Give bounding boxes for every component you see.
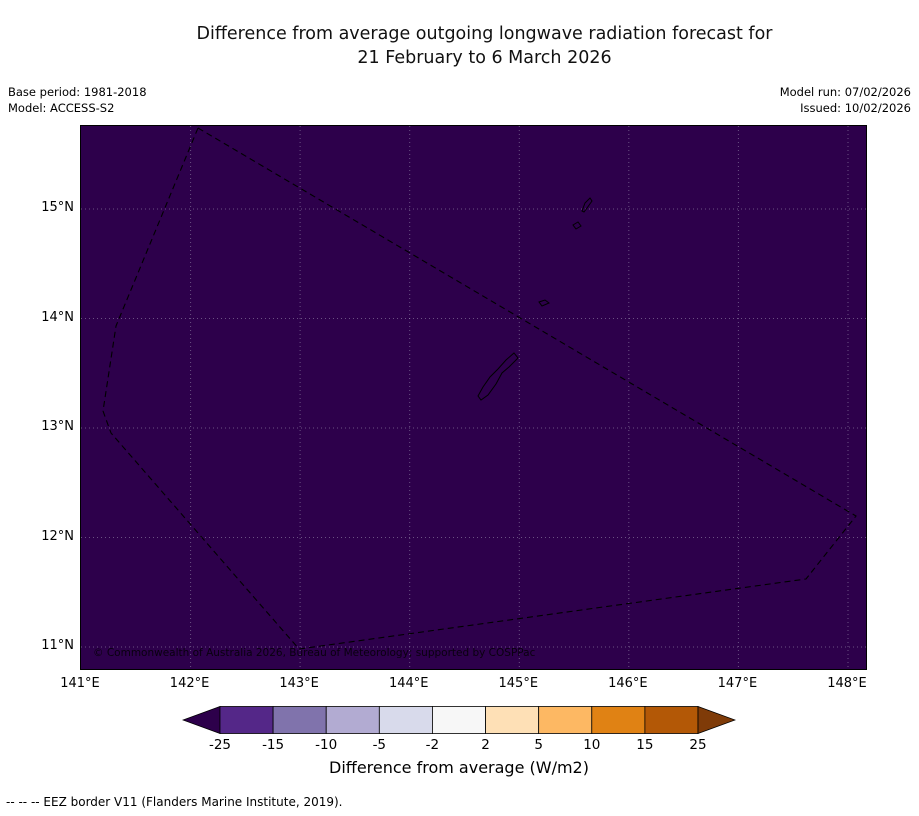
- model-text: Model: ACCESS-S2: [8, 101, 115, 115]
- rota-outline: [538, 299, 550, 307]
- colorbar-tick-label: -5: [372, 737, 387, 753]
- lat-tick-label: 14°N: [41, 309, 74, 325]
- guam-outline: [477, 352, 519, 401]
- colorbar-segment: [591, 706, 646, 734]
- lat-tick-label: 11°N: [41, 638, 74, 653]
- map-canvas: [81, 126, 866, 669]
- colorbar-tick-label: -15: [262, 737, 285, 753]
- colorbar-canvas: [182, 706, 736, 734]
- colorbar-segment: [432, 706, 486, 734]
- copyright-text: © Commonwealth of Australia 2026, Bureau…: [93, 647, 536, 659]
- metadata-left: Base period: 1981-2018 Model: ACCESS-S2: [8, 84, 147, 116]
- colorbar-tick-label: 5: [534, 737, 543, 753]
- colorbar-tick-label: 15: [636, 737, 654, 753]
- chart-title-line-1: Difference from average outgoing longwav…: [196, 24, 773, 44]
- colorbar-tick-label: -2: [425, 737, 440, 753]
- lat-tick-label: 13°N: [41, 419, 74, 434]
- colorbar: -25 -15 -10 -5 -2 2 5 10 15 25 Difference from av…: [182, 706, 736, 792]
- lon-tick-label: 147°E: [717, 676, 758, 691]
- lat-tick-label: 12°N: [41, 528, 74, 544]
- colorbar-label: Difference from average (W/m2): [329, 758, 589, 777]
- tinian-outline: [572, 221, 582, 230]
- colorbar-tick-label: 25: [689, 737, 707, 753]
- lon-tick-label: 148°E: [827, 676, 867, 691]
- colorbar-tick-label: -25: [208, 737, 232, 753]
- colorbar-segment: [219, 706, 274, 734]
- colorbar-tick-label: -10: [315, 737, 338, 753]
- chart-title-line-2: 21 February to 6 March 2026: [357, 48, 612, 68]
- colorbar-segment: [644, 706, 699, 734]
- model-run-text: Model run: 07/02/2026: [779, 85, 911, 99]
- metadata-right: Model run: 07/02/2026 Issued: 10/02/2026: [780, 84, 911, 116]
- eez-legend-note: -- -- -- EEZ border V11 (Flanders Marine…: [6, 795, 343, 809]
- colorbar-under-arrow: [182, 706, 221, 734]
- lat-tick-label: 15°N: [41, 200, 74, 215]
- colorbar-tick-label: 2: [481, 737, 490, 753]
- lon-tick-label: 144°E: [388, 676, 429, 691]
- colorbar-segment: [325, 706, 380, 734]
- graticule: [81, 126, 866, 669]
- lon-tick-label: 142°E: [169, 676, 210, 691]
- colorbar-tick-label: 10: [583, 737, 601, 753]
- lon-tick-label: 145°E: [498, 676, 539, 691]
- eez-border-line: [102, 127, 857, 650]
- chart-title: Difference from average outgoing longwav…: [25, 22, 919, 70]
- colorbar-segment: [538, 706, 593, 734]
- lon-tick-label: 141°E: [60, 676, 100, 691]
- lon-tick-label: 143°E: [279, 676, 319, 691]
- issued-text: Issued: 10/02/2026: [800, 101, 911, 115]
- colorbar-segment: [272, 706, 327, 734]
- lon-tick-label: 146°E: [608, 676, 648, 691]
- saipan-outline: [581, 197, 593, 213]
- colorbar-over-arrow: [697, 706, 736, 734]
- colorbar-segment: [485, 706, 540, 734]
- map-plot-area: © Commonwealth of Australia 2026, Bureau…: [80, 125, 867, 670]
- colorbar-segment: [378, 706, 433, 734]
- base-period-text: Base period: 1981-2018: [8, 85, 147, 99]
- island-outlines: [477, 197, 593, 401]
